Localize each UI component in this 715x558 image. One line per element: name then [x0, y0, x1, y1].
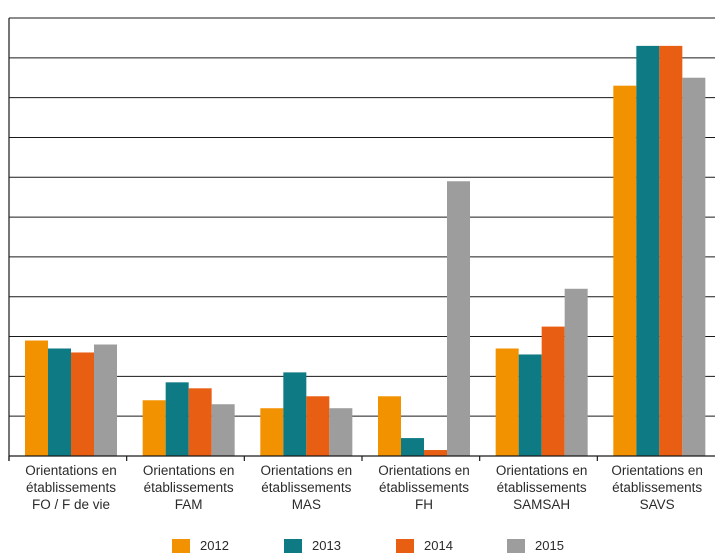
bar-2014-mas [306, 396, 330, 456]
legend-label: 2012 [200, 538, 229, 553]
bar-2013-fo-f-de-vie [48, 348, 71, 456]
bar-chart [8, 17, 715, 461]
bar-2013-fh [401, 438, 424, 456]
bar-2015-samsah [564, 288, 588, 456]
x-tick-label-line: MAS [291, 497, 321, 512]
bar-2012-fh [378, 396, 401, 456]
legend-item-2014: 2014 [396, 538, 453, 553]
bars [25, 45, 706, 457]
x-tick-label: Orientations en établissements SAVS [599, 462, 715, 513]
legend-swatch [284, 538, 302, 553]
legend-item-2012: 2012 [172, 538, 229, 553]
bar-2012-fo-f-de-vie [25, 340, 48, 456]
legend-swatch [396, 538, 414, 553]
bar-2015-fh [447, 181, 470, 456]
bar-2012-mas [260, 408, 284, 456]
x-tick-label-line: Orientations en [611, 463, 703, 478]
x-tick-label-line: FAM [174, 497, 203, 512]
gridlines [9, 17, 715, 417]
bar-2014-fo-f-de-vie [71, 352, 94, 456]
bar-2014-fam [188, 388, 212, 456]
bar-2014-samsah [541, 326, 565, 456]
x-tick-label: Orientations en établissements FH [364, 462, 484, 513]
x-tick-label: Orientations en établissements FAM [129, 462, 249, 513]
bar-2015-mas [329, 408, 353, 456]
legend-label: 2015 [535, 538, 564, 553]
x-tick-label-line: établissements [496, 480, 587, 495]
x-tick-label-line: Orientations en [378, 463, 470, 478]
x-tick-label: Orientations en établissements FO / F de v… [11, 462, 131, 513]
legend-item-2015: 2015 [507, 538, 564, 553]
x-tick-label-line: établissements [143, 480, 234, 495]
bar-2014-savs [659, 45, 683, 456]
bar-2012-fam [142, 400, 166, 456]
legend-swatch [507, 538, 525, 553]
x-tick-label-line: FO / F de vie [31, 497, 111, 512]
legend-item-2013: 2013 [284, 538, 341, 553]
legend-label: 2013 [312, 538, 341, 553]
legend-swatch [172, 538, 190, 553]
x-tick-label-line: établissements [25, 480, 117, 495]
bar-2015-fam [211, 404, 235, 456]
bar-2013-fam [165, 382, 189, 456]
x-tick-label-line: Orientations en [495, 463, 588, 478]
bar-2013-mas [283, 372, 307, 456]
legend-label: 2014 [424, 538, 453, 553]
x-tick-label-line: FH [415, 497, 433, 512]
x-tick-label-line: Orientations en [142, 463, 235, 478]
x-tick-label-line: SAVS [639, 497, 675, 512]
x-tick-label: Orientations en établissements SAMSAH [482, 462, 602, 513]
bar-2013-savs [636, 45, 660, 456]
axes [8, 18, 715, 461]
x-tick-label-line: Orientations en [260, 463, 353, 478]
bar-2012-savs [613, 85, 637, 456]
x-tick-label-line: établissements [612, 480, 703, 495]
x-tick-label-line: établissements [261, 480, 352, 495]
bar-2014-fh [424, 450, 447, 456]
x-tick-label-line: SAMSAH [513, 497, 571, 512]
x-tick-label-line: Orientations en [25, 463, 117, 478]
legend: 2012 2013 2014 2015 [0, 538, 715, 558]
bar-2015-savs [682, 77, 706, 457]
x-tick-label-line: établissements [378, 480, 470, 495]
bar-2013-samsah [518, 354, 542, 456]
bar-2015-fo-f-de-vie [94, 344, 117, 456]
x-tick-label: Orientations en établissements MAS [246, 462, 366, 513]
bar-2012-samsah [495, 348, 519, 456]
